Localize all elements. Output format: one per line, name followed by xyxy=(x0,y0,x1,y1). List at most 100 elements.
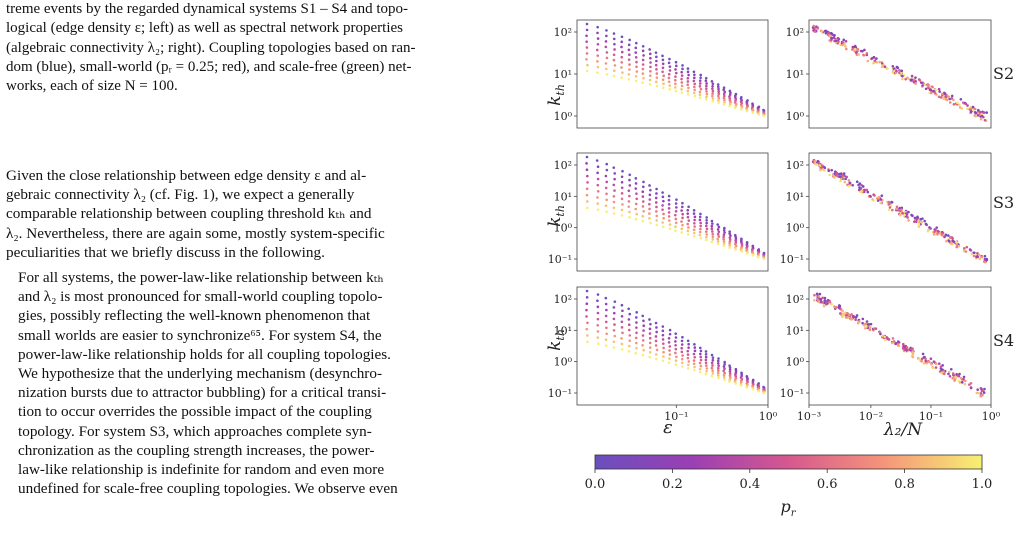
data-point xyxy=(936,229,940,233)
data-point xyxy=(648,327,652,331)
data-point xyxy=(722,244,726,248)
data-point xyxy=(634,202,638,206)
data-point xyxy=(628,53,631,57)
data-point xyxy=(649,221,652,225)
data-point xyxy=(861,185,865,188)
data-point xyxy=(941,368,944,371)
data-point xyxy=(604,296,608,300)
data-point xyxy=(686,70,690,74)
data-point xyxy=(612,311,616,315)
data-point xyxy=(674,68,677,71)
data-point xyxy=(879,201,882,205)
data-point xyxy=(585,28,589,32)
data-point xyxy=(680,361,684,365)
data-point xyxy=(627,350,631,353)
data-point xyxy=(711,238,715,241)
colorbar-tick-label: 1.0 xyxy=(972,477,993,492)
data-point xyxy=(847,313,851,317)
data-point xyxy=(977,391,981,395)
data-point xyxy=(674,89,678,93)
data-point xyxy=(634,182,638,185)
data-point xyxy=(722,237,725,241)
data-point xyxy=(982,111,986,115)
data-point xyxy=(728,240,732,243)
data-point xyxy=(641,344,644,347)
paragraph-line: undefined for scale-free coupling topolo… xyxy=(18,480,398,498)
caption-line: works, each of size N = 100. xyxy=(6,78,178,95)
data-point xyxy=(728,370,732,373)
data-point xyxy=(887,203,891,206)
data-point xyxy=(585,200,589,203)
data-point xyxy=(827,31,831,35)
data-point xyxy=(668,349,671,352)
data-point xyxy=(674,363,678,366)
paragraph-line: We hypothesize that the underlying mecha… xyxy=(18,365,383,383)
data-point xyxy=(628,178,631,182)
data-point xyxy=(835,172,839,175)
y-tick-label: 10⁰ xyxy=(786,356,805,369)
data-point xyxy=(941,231,945,235)
data-point xyxy=(699,355,703,359)
data-point xyxy=(887,200,891,204)
data-point xyxy=(641,205,645,208)
data-point xyxy=(667,80,671,84)
data-point xyxy=(927,86,930,90)
data-point xyxy=(948,374,952,378)
data-point xyxy=(856,48,860,51)
data-point xyxy=(881,63,885,67)
data-point xyxy=(642,329,645,332)
data-point xyxy=(668,345,672,348)
data-point xyxy=(835,306,838,309)
data-point xyxy=(976,108,980,112)
data-point xyxy=(717,101,720,104)
data-point xyxy=(722,233,726,237)
panel-frame xyxy=(576,152,769,272)
data-point xyxy=(949,367,953,371)
data-point xyxy=(621,71,624,74)
data-point xyxy=(596,202,599,205)
data-point xyxy=(693,368,696,372)
scatter-panel-s4-epsilon: 10⁻¹ 10⁰ 10¹ 10² 10⁻¹ 10⁰ xyxy=(548,286,778,423)
data-point xyxy=(596,311,600,315)
paragraph-line: nization bursts due to attractor bubblin… xyxy=(18,384,387,402)
data-point xyxy=(723,94,726,98)
data-point xyxy=(943,91,946,95)
data-point xyxy=(655,205,658,209)
y-tick-label: 10² xyxy=(786,159,804,172)
data-point xyxy=(717,357,720,360)
data-point xyxy=(686,67,690,70)
data-point xyxy=(698,233,702,237)
data-point xyxy=(823,168,826,172)
data-point xyxy=(698,79,702,82)
data-point xyxy=(821,164,824,167)
data-point xyxy=(745,252,749,255)
data-point xyxy=(628,194,631,198)
data-point xyxy=(955,101,959,105)
data-point xyxy=(904,77,907,81)
data-point xyxy=(710,240,714,244)
data-point xyxy=(654,353,658,356)
data-point xyxy=(939,96,943,99)
data-point xyxy=(627,323,631,327)
data-point xyxy=(722,92,726,96)
data-point xyxy=(662,82,665,86)
data-point xyxy=(585,302,589,306)
data-point xyxy=(612,58,616,62)
data-point xyxy=(681,216,684,220)
data-point xyxy=(662,199,665,203)
x-axis-label-epsilon: ε xyxy=(663,417,673,438)
data-point xyxy=(668,69,672,72)
data-point xyxy=(704,372,708,376)
data-point xyxy=(886,67,889,71)
data-point xyxy=(710,366,714,370)
data-point xyxy=(915,220,918,223)
data-point xyxy=(661,208,664,211)
data-point xyxy=(963,379,967,383)
data-point xyxy=(895,205,899,209)
data-point xyxy=(975,391,979,395)
data-point xyxy=(674,351,677,355)
y-tick-label: 10⁻¹ xyxy=(780,387,804,400)
paragraph-line: small worlds are easier to synchronize⁶⁵… xyxy=(18,326,382,344)
data-point xyxy=(680,77,683,81)
data-point xyxy=(955,243,959,246)
